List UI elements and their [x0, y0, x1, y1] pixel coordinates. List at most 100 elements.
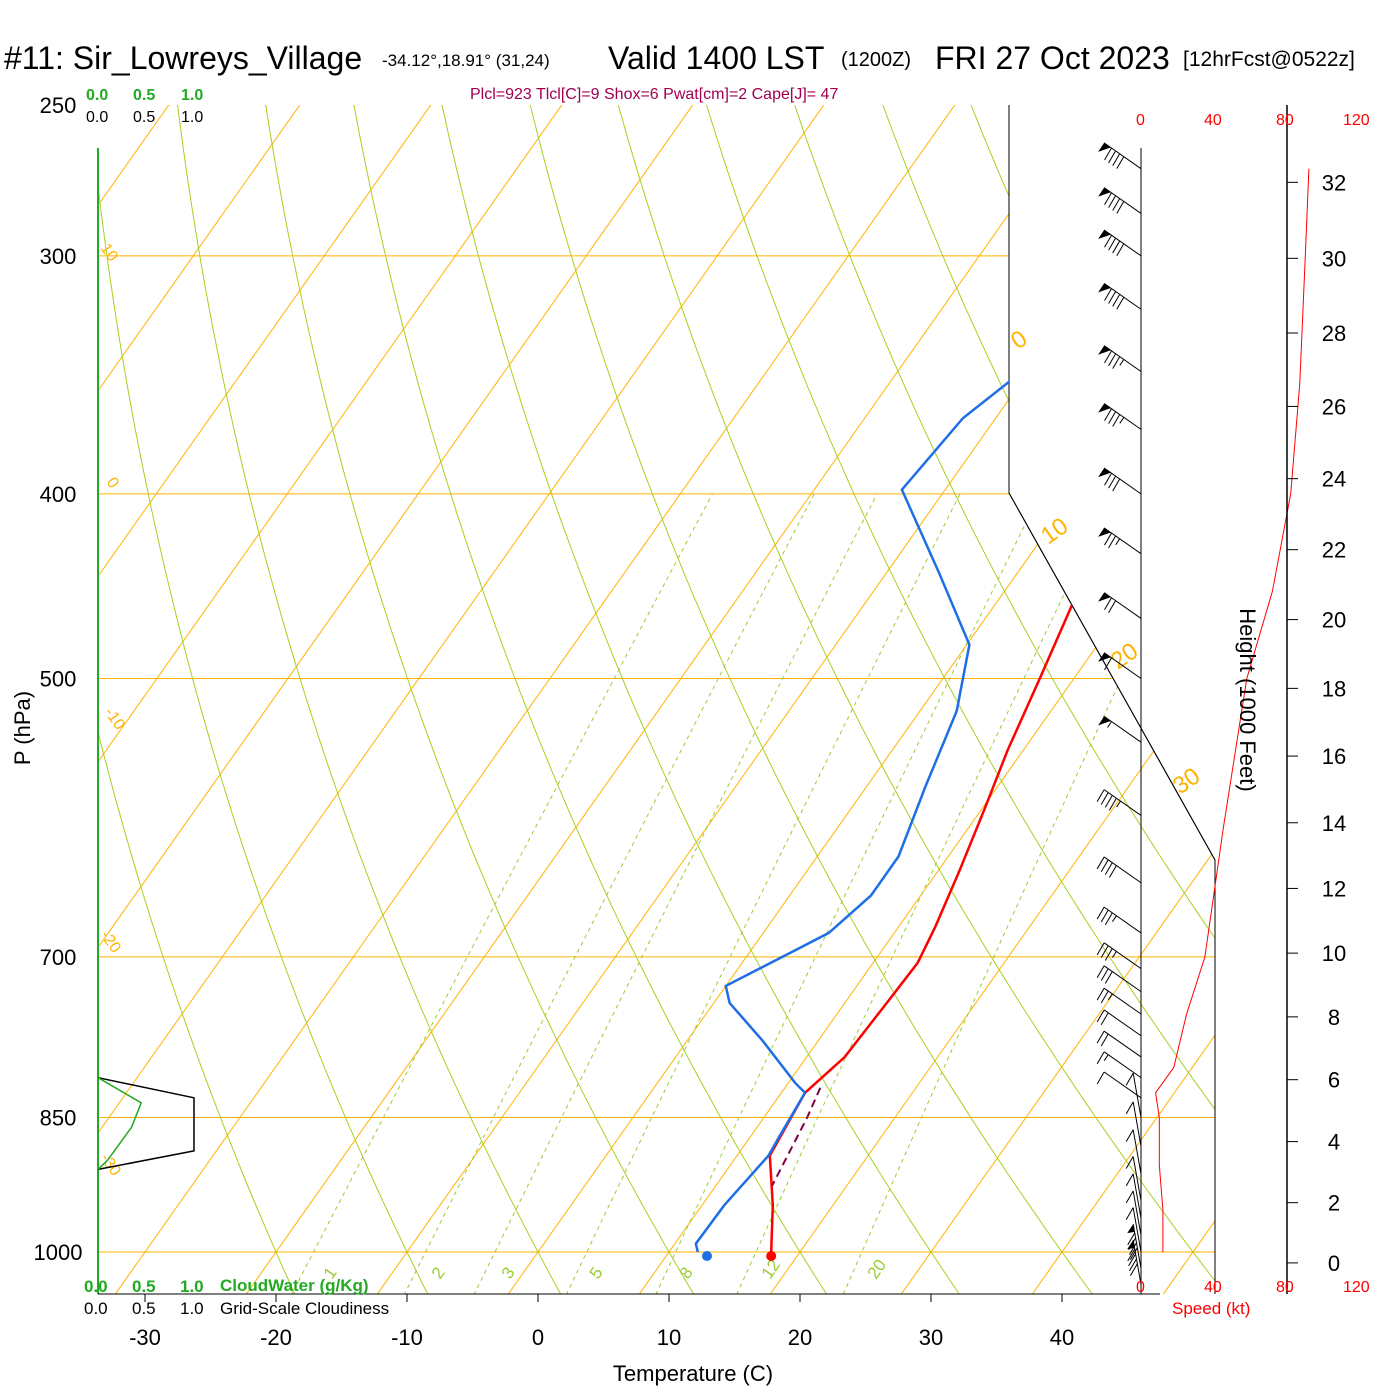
mixing-ratio-label: 3 [498, 1264, 519, 1283]
mixing-ratio-line [826, 493, 1208, 1294]
barb-full [1096, 789, 1105, 802]
barb-half [1115, 538, 1121, 546]
dry-adiabat-line [782, 105, 1215, 1294]
dry-adiabat-line [695, 105, 1215, 1294]
height-tick-label: 0 [1328, 1251, 1340, 1276]
dry-adiabat-line [173, 105, 582, 1294]
cloud-scale-top-0: 0.0 [86, 109, 108, 126]
barb-staff [1103, 965, 1142, 993]
wind-barb [1125, 1129, 1142, 1175]
mixing-ratio-lines [272, 493, 1208, 1294]
mixing-ratio-line [455, 493, 878, 1294]
barb-full [1108, 411, 1117, 424]
barb-flag [1098, 142, 1111, 152]
cloudwater-profile-line [97, 1077, 143, 1170]
isotherm-line [743, 105, 1215, 1294]
cw-scale-bottom-0: 0.0 [84, 1277, 108, 1296]
barb-staff [1132, 1207, 1142, 1253]
barb-full [1104, 657, 1112, 671]
barb-full [1128, 1253, 1137, 1267]
barb-full [1096, 1009, 1105, 1023]
barb-full [1096, 856, 1105, 870]
cloudwater-label: CloudWater (g/Kg) [220, 1276, 369, 1295]
barb-full [1108, 353, 1117, 366]
cw-scale-top-2: 1.0 [181, 87, 203, 104]
barb-full [1116, 296, 1125, 310]
mixing-ratio-label: 5 [586, 1264, 607, 1283]
wind-barb [1098, 142, 1142, 170]
barb-full [1108, 797, 1117, 811]
isotherm-line [98, 105, 456, 1294]
barb-full [1116, 201, 1125, 214]
height-tick-label: 30 [1322, 246, 1346, 271]
speed-tick-bottom-0: 0 [1136, 1279, 1145, 1296]
barb-full [1116, 156, 1125, 169]
barb-staff [1103, 1071, 1142, 1099]
barb-flag [1098, 230, 1111, 239]
wind-barb [1096, 856, 1142, 884]
barb-half [1103, 1054, 1109, 1061]
x-tick-label: 0 [532, 1325, 544, 1350]
isotherm-label: 10 [97, 241, 121, 265]
cw-scale-bottom-2: 1.0 [180, 1277, 204, 1296]
temperature-line [768, 143, 1215, 1253]
barb-staff [1103, 942, 1142, 970]
stability-indices: Plcl=923 Tlcl[C]=9 Shox=6 Pwat[cm]=2 Cap… [470, 86, 838, 103]
height-axis-title: Height (1000 Feet) [1235, 608, 1260, 791]
barb-full [1112, 198, 1121, 211]
barb-full [1108, 535, 1117, 549]
wind-barb [1098, 527, 1142, 555]
barb-full [1112, 414, 1121, 427]
barb-full [1125, 1072, 1134, 1086]
x-tick-label: 20 [788, 1325, 812, 1350]
isotherm-label: 20 [1106, 637, 1143, 674]
station-coords: -34.12°,18.91° (31,24) [382, 51, 550, 70]
barb-full [1100, 945, 1109, 958]
dry-adiabat-line [98, 105, 447, 1294]
valid-date: FRI 27 Oct 2023 [935, 40, 1170, 76]
wind-barb [1096, 789, 1142, 816]
valid-time: Valid 1400 LST [608, 40, 824, 76]
isotherm-line [98, 105, 325, 1294]
barb-full [1112, 153, 1121, 167]
plot-right-edge [1008, 105, 1216, 1294]
wind-barb [1098, 592, 1142, 619]
barb-flag [1098, 468, 1111, 478]
wind-barbs [1096, 142, 1310, 1294]
dry-adiabat-line [260, 105, 717, 1294]
cw-scale-top-1: 0.5 [133, 87, 155, 104]
isotherm-line [98, 105, 718, 1294]
wind-barb [1096, 1071, 1142, 1099]
wind-barb [1096, 1030, 1142, 1058]
barb-full [1112, 478, 1121, 492]
barb-full [1104, 147, 1112, 161]
barb-full [1129, 1258, 1137, 1272]
height-tick-label: 20 [1322, 608, 1346, 633]
barb-staff [1103, 906, 1142, 934]
speed-tick-bottom-3: 120 [1343, 1279, 1370, 1296]
barb-flag [1098, 187, 1111, 197]
isotherm-line [98, 105, 849, 1294]
barb-staff [1103, 187, 1142, 214]
mixing-ratio-label: 2 [428, 1264, 449, 1283]
wind-barb [1096, 1009, 1142, 1037]
isotherm-line [350, 105, 1215, 1294]
barb-staff [1132, 1190, 1142, 1236]
barb-full [1100, 909, 1109, 923]
mixing-ratio-label: 8 [676, 1264, 697, 1283]
valid-utc: (1200Z) [841, 49, 911, 71]
mixing-ratio-line [638, 493, 1041, 1294]
pressure-tick-label: 850 [40, 1106, 77, 1131]
mixing-ratio-line [548, 493, 961, 1294]
wind-barb [1098, 283, 1142, 310]
forecast-info: [12hrFcst@0522z] [1183, 48, 1355, 71]
barb-full [1100, 1012, 1109, 1026]
barb-staff [1103, 527, 1142, 555]
barb-full [1096, 987, 1105, 1001]
barb-full [1104, 795, 1113, 808]
barb-full [1112, 294, 1121, 307]
height-profile-guide [1008, 492, 1216, 861]
speed-label: Speed (kt) [1172, 1299, 1250, 1318]
isotherm-label: 10 [1036, 512, 1073, 549]
